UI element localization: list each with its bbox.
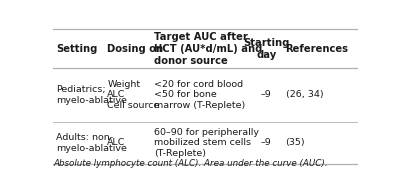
Text: <20 for cord blood
<50 for bone
marrow (T-Replete): <20 for cord blood <50 for bone marrow (…	[154, 80, 245, 110]
Text: Pediatrics;
myelo-ablative: Pediatrics; myelo-ablative	[56, 85, 127, 105]
Text: Weight
ALC
Cell source: Weight ALC Cell source	[107, 80, 160, 110]
Text: Absolute lymphocyte count (ALC). Area under the curve (AUC).: Absolute lymphocyte count (ALC). Area un…	[53, 159, 328, 168]
Text: –9: –9	[261, 90, 272, 100]
Text: Setting: Setting	[56, 44, 98, 54]
Text: (35): (35)	[286, 138, 305, 147]
Text: References: References	[286, 44, 349, 54]
Text: ALC: ALC	[107, 138, 126, 147]
Text: Starting
day: Starting day	[243, 38, 290, 60]
Text: 60–90 for peripherally
mobilized stem cells
(T-Replete): 60–90 for peripherally mobilized stem ce…	[154, 127, 259, 158]
Text: Adults: non-
myelo-ablative: Adults: non- myelo-ablative	[56, 133, 127, 153]
Text: (26, 34): (26, 34)	[286, 90, 323, 100]
Text: –9: –9	[261, 138, 272, 147]
Text: Dosing on: Dosing on	[107, 44, 164, 54]
Text: Target AUC after
HCT (AU*d/mL) and
donor source: Target AUC after HCT (AU*d/mL) and donor…	[154, 32, 262, 66]
